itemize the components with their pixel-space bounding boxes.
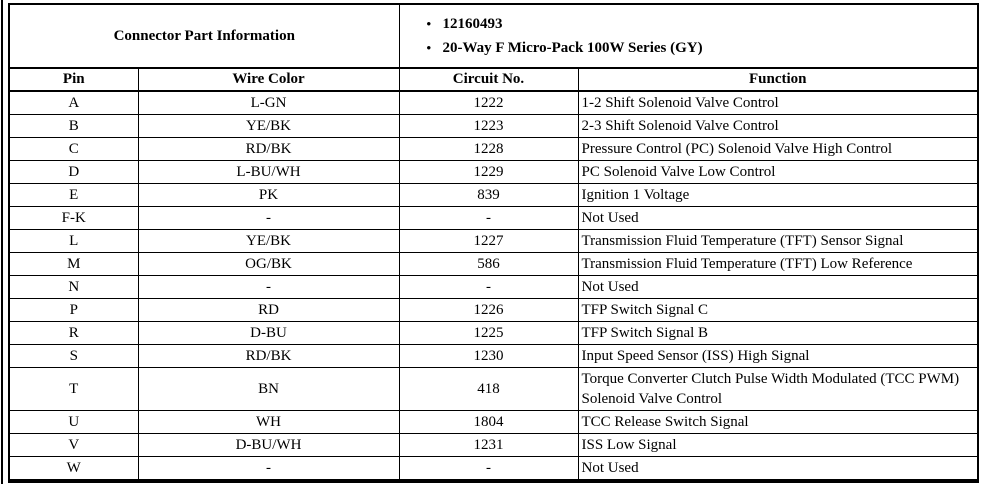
pin-cell: N <box>8 275 139 299</box>
pin-cell: W <box>8 456 139 482</box>
wire-color-cell: D-BU/WH <box>137 433 400 457</box>
circuit-no-cell: 1225 <box>398 321 579 345</box>
wire-color-cell: - <box>137 206 400 230</box>
pin-cell: M <box>8 252 139 276</box>
function-cell: Not Used <box>577 275 979 299</box>
wire-color-cell: - <box>137 456 400 482</box>
function-cell: Pressure Control (PC) Solenoid Valve Hig… <box>577 137 979 161</box>
pin-cell: V <box>8 433 139 457</box>
connector-part-information-title: Connector Part Information <box>8 3 400 69</box>
function-cell: 2-3 Shift Solenoid Valve Control <box>577 114 979 138</box>
pin-cell: T <box>8 367 139 411</box>
circuit-no-cell: 418 <box>398 367 579 411</box>
table-row: R D-BU 1225 TFP Switch Signal B <box>8 321 979 345</box>
table-row: C RD/BK 1228 Pressure Control (PC) Solenoid… <box>8 137 979 161</box>
column-header-wire-color: Wire Color <box>137 67 400 92</box>
pin-cell: S <box>8 344 139 368</box>
pin-table-body: A L-GN 1222 1-2 Shift Solenoid Valve Contro… <box>8 90 979 482</box>
wire-color-cell: BN <box>137 367 400 411</box>
circuit-no-cell: 1804 <box>398 410 579 434</box>
connector-series-item: • 20-Way F Micro-Pack 100W Series (GY) <box>427 36 977 60</box>
circuit-no-cell: 1222 <box>398 90 579 115</box>
table-row: N - - Not Used <box>8 275 979 299</box>
wire-color-cell: RD <box>137 298 400 322</box>
circuit-no-cell: 1227 <box>398 229 579 253</box>
function-cell: TCC Release Switch Signal <box>577 410 979 434</box>
column-header-circuit-no: Circuit No. <box>398 67 579 92</box>
connector-part-number-item: • 12160493 <box>427 12 977 36</box>
column-header-pin: Pin <box>8 67 139 92</box>
pin-cell: U <box>8 410 139 434</box>
circuit-no-cell: 1231 <box>398 433 579 457</box>
wire-color-cell: RD/BK <box>137 137 400 161</box>
wire-color-cell: OG/BK <box>137 252 400 276</box>
table-row: S RD/BK 1230 Input Speed Sensor (ISS) High … <box>8 344 979 368</box>
wire-color-cell: D-BU <box>137 321 400 345</box>
function-cell: PC Solenoid Valve Low Control <box>577 160 979 184</box>
pin-cell: A <box>8 90 139 115</box>
table-row: U WH 1804 TCC Release Switch Signal <box>8 410 979 434</box>
wire-color-cell: L-GN <box>137 90 400 115</box>
connector-info-details: • 12160493 • 20-Way F Micro-Pack 100W Seri… <box>398 3 979 69</box>
pin-cell: C <box>8 137 139 161</box>
function-cell: Torque Converter Clutch Pulse Width Modu… <box>577 367 979 411</box>
function-cell: ISS Low Signal <box>577 433 979 457</box>
wire-color-cell: YE/BK <box>137 114 400 138</box>
table-row: E PK 839 Ignition 1 Voltage <box>8 183 979 207</box>
bullet-icon: • <box>426 16 432 31</box>
page-edge-line <box>1 0 3 484</box>
circuit-no-cell: 839 <box>398 183 579 207</box>
column-header-row: Pin Wire Color Circuit No. Function <box>8 67 979 92</box>
column-header-function: Function <box>577 67 979 92</box>
table-row: L YE/BK 1227 Transmission Fluid Temperature… <box>8 229 979 253</box>
circuit-no-cell: 1226 <box>398 298 579 322</box>
circuit-no-cell: - <box>398 206 579 230</box>
circuit-no-cell: - <box>398 275 579 299</box>
function-cell: Not Used <box>577 456 979 482</box>
connector-pinout-table: Connector Part Information • 12160493 • 20… <box>8 3 979 483</box>
pin-cell: P <box>8 298 139 322</box>
pin-cell: L <box>8 229 139 253</box>
circuit-no-cell: 1230 <box>398 344 579 368</box>
connector-info-bullet-list: • 12160493 • 20-Way F Micro-Pack 100W Seri… <box>401 12 977 60</box>
wire-color-cell: PK <box>137 183 400 207</box>
wire-color-cell: RD/BK <box>137 344 400 368</box>
circuit-no-cell: 1223 <box>398 114 579 138</box>
circuit-no-cell: 1228 <box>398 137 579 161</box>
connector-series: 20-Way F Micro-Pack 100W Series (GY) <box>442 40 703 56</box>
function-cell: Not Used <box>577 206 979 230</box>
table-row: M OG/BK 586 Transmission Fluid Temperature … <box>8 252 979 276</box>
table-row: V D-BU/WH 1231 ISS Low Signal <box>8 433 979 457</box>
function-cell: 1-2 Shift Solenoid Valve Control <box>577 90 979 115</box>
table-row: B YE/BK 1223 2-3 Shift Solenoid Valve Contr… <box>8 114 979 138</box>
bullet-icon: • <box>426 40 432 55</box>
wire-color-cell: YE/BK <box>137 229 400 253</box>
function-cell: Input Speed Sensor (ISS) High Signal <box>577 344 979 368</box>
function-cell: Transmission Fluid Temperature (TFT) Low… <box>577 252 979 276</box>
function-cell: TFP Switch Signal C <box>577 298 979 322</box>
wire-color-cell: L-BU/WH <box>137 160 400 184</box>
table-row: F-K - - Not Used <box>8 206 979 230</box>
table-row: A L-GN 1222 1-2 Shift Solenoid Valve Contro… <box>8 90 979 115</box>
pin-cell: D <box>8 160 139 184</box>
connector-info-row: Connector Part Information • 12160493 • 20… <box>8 3 979 69</box>
circuit-no-cell: 1229 <box>398 160 579 184</box>
circuit-no-cell: 586 <box>398 252 579 276</box>
pin-cell: B <box>8 114 139 138</box>
table-row: W - - Not Used <box>8 456 979 482</box>
table-row: D L-BU/WH 1229 PC Solenoid Valve Low Contro… <box>8 160 979 184</box>
pin-cell: F-K <box>8 206 139 230</box>
function-cell: Ignition 1 Voltage <box>577 183 979 207</box>
wire-color-cell: WH <box>137 410 400 434</box>
table-row: T BN 418 Torque Converter Clutch Pulse Widt… <box>8 367 979 411</box>
pin-cell: R <box>8 321 139 345</box>
function-cell: TFP Switch Signal B <box>577 321 979 345</box>
pin-cell: E <box>8 183 139 207</box>
function-cell: Transmission Fluid Temperature (TFT) Sen… <box>577 229 979 253</box>
table-row: P RD 1226 TFP Switch Signal C <box>8 298 979 322</box>
connector-part-number: 12160493 <box>442 16 503 32</box>
circuit-no-cell: - <box>398 456 579 482</box>
wire-color-cell: - <box>137 275 400 299</box>
